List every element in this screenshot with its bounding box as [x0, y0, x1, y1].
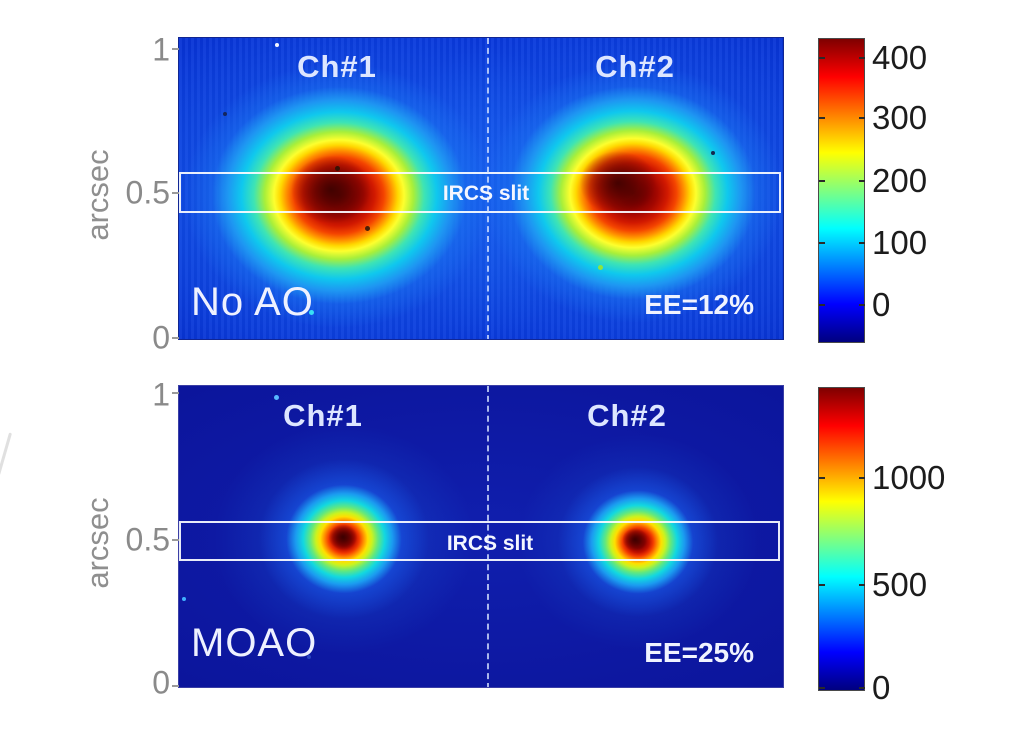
y-tick-label: 0	[152, 319, 170, 356]
colorbar-tick-mark	[819, 242, 825, 244]
ircs-slit-box	[179, 521, 780, 561]
ircs-slit-label: IRCS slit	[442, 182, 530, 205]
colorbar-moao	[818, 387, 865, 691]
y-tick-mark	[172, 337, 179, 339]
colorbar-tick-label: 0	[872, 286, 891, 323]
y-axis-label-bottom: arcsec	[80, 497, 115, 589]
psf-core-moao-ch2	[620, 526, 650, 553]
y-axis-label-top: arcsec	[80, 149, 115, 241]
y-tick-label: 0	[152, 664, 170, 701]
y-tick-label: 1	[152, 376, 170, 413]
ensquared-energy-label: EE=25%	[644, 637, 754, 668]
colorbar-tick-mark	[859, 180, 865, 182]
colorbar-no-ao	[818, 38, 865, 343]
y-tick-mark	[172, 192, 179, 194]
channel-divider-line	[487, 38, 489, 339]
y-tick-label: 0.5	[125, 521, 170, 558]
colorbar-tick-mark	[859, 117, 865, 119]
colorbar-tick-mark	[859, 584, 865, 586]
ensquared-energy-label: EE=12%	[644, 289, 754, 320]
colorbar-tick-mark	[819, 304, 825, 306]
colorbar-tick-mark	[819, 117, 825, 119]
noise-dot	[182, 597, 186, 601]
channel-label-ch2: Ch#2	[595, 49, 675, 84]
panel-moao: Ch#1 Ch#2 IRCS slit MOAO EE=25%	[178, 385, 784, 688]
channel-label-ch2: Ch#2	[587, 398, 667, 433]
ircs-slit-box	[179, 172, 781, 213]
colorbar-tick-label: 200	[872, 162, 928, 199]
y-tick-mark	[172, 392, 179, 394]
colorbar-tick-mark	[819, 180, 825, 182]
colorbar-tick-mark	[819, 57, 825, 59]
channel-label-ch1: Ch#1	[283, 398, 363, 433]
colorbar-tick-mark	[859, 57, 865, 59]
colorbar-tick-label: 300	[872, 99, 928, 136]
channel-label-ch1: Ch#1	[297, 49, 377, 84]
ircs-slit-label: IRCS slit	[446, 532, 534, 555]
colorbar-tick-label: 400	[872, 39, 928, 76]
psf-core-noao-ch2	[570, 143, 666, 223]
colorbar-tick-label: 0	[872, 669, 891, 706]
psf-core-moao-ch1	[326, 522, 360, 552]
colorbar-tick-mark	[859, 687, 865, 689]
y-tick-label: 0.5	[125, 174, 170, 211]
colorbar-tick-mark	[859, 477, 865, 479]
scan-artifact	[0, 432, 13, 476]
colorbar-tick-mark	[819, 477, 825, 479]
mode-label-moao: MOAO	[191, 621, 318, 665]
noise-dot	[274, 395, 279, 400]
channel-divider-line	[487, 386, 489, 687]
colorbar-tick-mark	[859, 304, 865, 306]
psf-core-noao-ch1	[281, 147, 381, 232]
colorbar-tick-label: 1000	[872, 459, 946, 496]
y-tick-label: 1	[152, 31, 170, 68]
y-tick-mark	[172, 539, 179, 541]
colorbar-tick-mark	[859, 242, 865, 244]
colorbar-tick-mark	[819, 687, 825, 689]
colorbar-tick-label: 500	[872, 566, 928, 603]
mode-label-no-ao: No AO	[191, 280, 314, 324]
y-tick-mark	[172, 48, 179, 50]
colorbar-tick-label: 100	[872, 224, 928, 261]
y-tick-mark	[172, 685, 179, 687]
colorbar-tick-mark	[819, 584, 825, 586]
panel-no-ao: Ch#1 Ch#2 IRCS slit No AO EE=12%	[178, 37, 784, 340]
